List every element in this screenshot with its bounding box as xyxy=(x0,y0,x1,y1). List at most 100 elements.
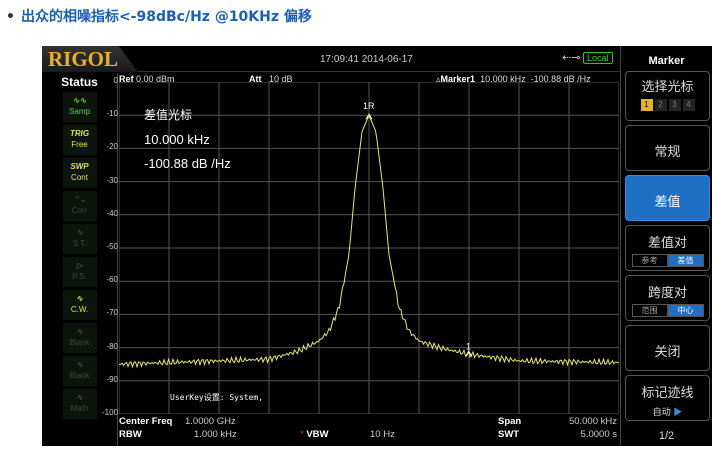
marker-label: Marker1 xyxy=(440,74,476,84)
status-icon: ∿∿ xyxy=(72,96,87,105)
delta-button[interactable]: 差值 xyxy=(625,175,710,221)
ref-value: 0.00 dBm xyxy=(136,74,175,84)
page-indicator[interactable]: 1/2 xyxy=(658,430,675,442)
swt-label: SWT xyxy=(498,429,520,440)
normal-button[interactable]: 常规 xyxy=(625,125,710,171)
y-tick-label: 0 xyxy=(113,76,118,85)
usb-icon: ⇠⊸ xyxy=(562,52,581,64)
att-value: 10 dB xyxy=(269,74,293,84)
attenuation: Att 10 dB xyxy=(249,74,293,84)
local-badge: Local xyxy=(583,52,613,64)
ref-level: Ref 0.00 dBm xyxy=(119,74,175,84)
marker-label: 1R xyxy=(363,101,375,111)
status-item: TRIG Free xyxy=(62,125,97,155)
status-label: Samp xyxy=(69,107,90,116)
marker-2[interactable]: 2 xyxy=(654,99,667,111)
y-tick-label: -100 xyxy=(102,408,119,417)
y-tick-label: -10 xyxy=(106,109,118,119)
y-tick-label: -50 xyxy=(106,242,118,251)
vbw-coupled-icon: * xyxy=(300,429,304,440)
swt-value: 5.0000 s xyxy=(580,429,617,440)
status-icon: ⌃⌄ xyxy=(72,195,87,204)
marker-4[interactable]: 4 xyxy=(682,99,695,111)
status-icon: ∿ xyxy=(76,294,83,303)
userkey-text: UserKey设置: System, xyxy=(170,393,264,402)
status-item: SWP Cont xyxy=(62,158,97,188)
marker-trace-label: 标记迹线 xyxy=(641,385,694,400)
rbw-label: RBW xyxy=(119,429,142,440)
status-icon: SWP xyxy=(70,162,89,171)
ref-label: Ref xyxy=(119,74,134,84)
marker-trace-value: 自动 xyxy=(652,407,671,417)
rbw-value: 1.000 kHz xyxy=(194,429,237,440)
y-tick-label: -90 xyxy=(106,374,118,384)
marker-point[interactable] xyxy=(465,350,473,357)
marker-readout-value: -100.88 dB /Hz xyxy=(144,156,231,171)
span-pair-span[interactable]: 范围 xyxy=(631,304,668,317)
select-marker-label: 选择光标 xyxy=(641,79,694,94)
marker-trace-button[interactable]: 标记迹线自动 ▶ xyxy=(625,375,710,421)
off-button[interactable]: 关闭 xyxy=(625,325,710,371)
span-label: Span xyxy=(498,416,522,427)
marker-header: ▵Marker1 10.000 kHz -100.88 dB /Hz xyxy=(436,74,591,84)
span-pair-center[interactable]: 中心 xyxy=(667,304,704,317)
delta-pair-label: 差值对 xyxy=(647,235,687,250)
marker-value: -100.88 dB /Hz xyxy=(530,74,591,84)
span-value: 50.000 kHz xyxy=(568,416,617,427)
panel-title: Marker xyxy=(648,55,685,67)
status-item: ∿ Blank xyxy=(62,356,97,386)
status-item: ∿∿ Samp xyxy=(62,92,97,122)
vbw-label: VBW xyxy=(306,429,329,440)
spectrum-analyzer-screen: 17:09:41 2014-06-17 ⇠⊸ Local RIGOL Statu… xyxy=(42,46,712,446)
marker-3[interactable]: 3 xyxy=(668,99,681,111)
y-tick-label: -30 xyxy=(106,175,118,185)
marker-label: 1 xyxy=(466,342,471,352)
span-pair-label: 跨度对 xyxy=(647,285,687,300)
heading-text: 出众的相噪指标<-98dBc/Hz @10KHz 偏移 xyxy=(20,9,312,25)
delta-pair-button[interactable]: 差值对参考 差值 xyxy=(625,225,710,271)
center-freq-label: Center Freq xyxy=(119,416,173,427)
status-label: Cont xyxy=(71,173,88,182)
datetime: 17:09:41 2014-06-17 xyxy=(320,54,413,65)
y-tick-label: -40 xyxy=(106,208,118,218)
y-tick-label: -20 xyxy=(106,142,118,152)
att-label: Att xyxy=(249,74,262,84)
span-pair-button[interactable]: 跨度对范围 中心 xyxy=(625,275,710,321)
marker-1[interactable]: 1 xyxy=(640,99,653,111)
status-label: Blank xyxy=(69,338,90,347)
marker-readout-title: 差值光标 xyxy=(144,108,193,122)
y-tick-label: -80 xyxy=(106,341,118,351)
arrow-right-icon: ▶ xyxy=(673,407,683,417)
status-icon: TRIG xyxy=(69,129,90,138)
status-label: P.S. xyxy=(72,272,87,281)
status-item: ⌃⌄ Corr xyxy=(62,191,97,221)
page-heading: • 出众的相噪指标<-98dBc/Hz @10KHz 偏移 xyxy=(6,9,312,25)
delta-pair-delta[interactable]: 差值 xyxy=(667,254,704,267)
status-item: ∿ Math xyxy=(62,389,97,419)
status-item: ∿ C.W. xyxy=(62,290,97,320)
status-title: Status xyxy=(61,75,98,89)
spectrum-plot[interactable]: 1R 1 xyxy=(119,82,619,414)
status-label: Free xyxy=(71,140,88,149)
status-label: Math xyxy=(70,404,89,413)
marker-readout-freq: 10.000 kHz xyxy=(144,132,210,147)
status-icon: ∿ xyxy=(76,393,83,402)
marker-point[interactable] xyxy=(365,113,373,120)
status-label: Blank xyxy=(69,371,90,380)
top-bar: 17:09:41 2014-06-17 ⇠⊸ Local xyxy=(42,46,620,72)
center-freq-value: 1.0000 GHz xyxy=(185,416,236,427)
status-item: ∿ Blank xyxy=(62,323,97,353)
status-label: S.T. xyxy=(72,239,87,248)
delta-pair-ref[interactable]: 参考 xyxy=(631,254,668,267)
status-label: C.W. xyxy=(70,305,89,314)
status-label: Corr xyxy=(71,206,88,215)
status-icon: ∿ xyxy=(76,360,83,369)
y-tick-label: -70 xyxy=(106,308,118,318)
spectrum-trace xyxy=(119,115,619,369)
rigol-logo: RIGOL xyxy=(42,46,138,72)
status-icon: ∿ xyxy=(76,228,83,237)
status-item: ∿ S.T. xyxy=(62,224,97,254)
status-item: ▷ P.S. xyxy=(62,257,97,287)
